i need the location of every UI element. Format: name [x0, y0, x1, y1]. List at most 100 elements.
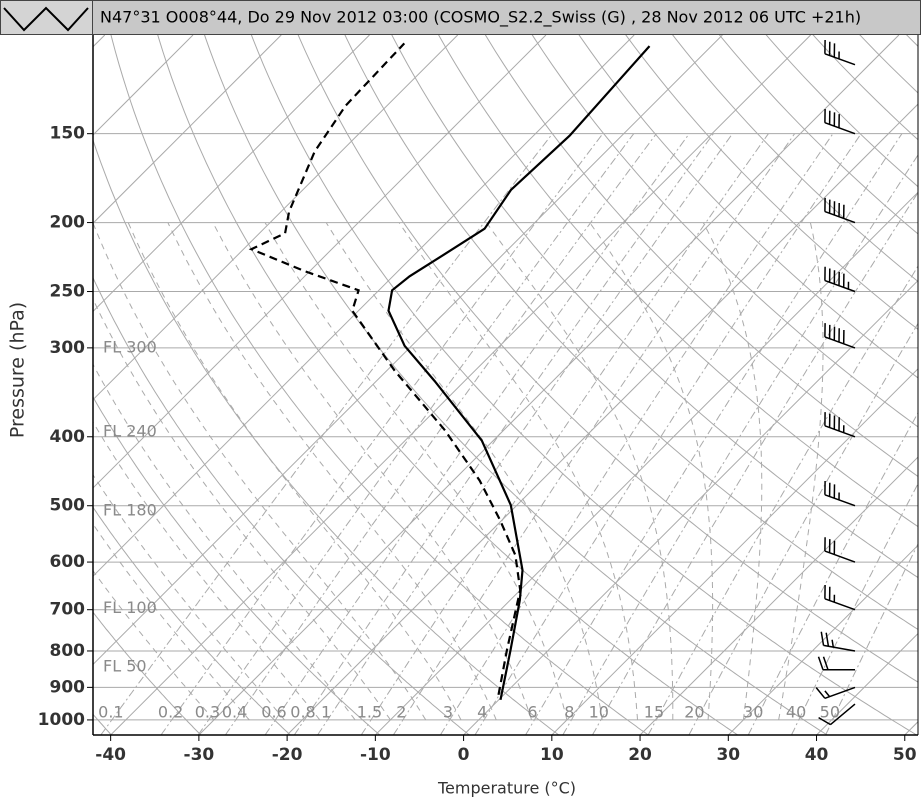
moist-adiabat: [325, 222, 603, 720]
moist-adiabat: [167, 222, 497, 721]
dry-adiabat: [157, 35, 738, 735]
moist-adiabat: [93, 421, 321, 721]
mixing-ratio-line: [160, 133, 604, 735]
dry-adiabat: [250, 35, 917, 735]
dry-adiabat: [110, 35, 649, 735]
x-axis-label: Temperature (°C): [437, 779, 576, 798]
isotherm: [93, 35, 723, 666]
moist-adiabat: [93, 569, 215, 721]
dry-adiabat: [391, 35, 918, 579]
isotherm: [816, 632, 918, 735]
mixing-ratio-line: [317, 133, 733, 735]
dry-adiabat: [93, 506, 291, 735]
dry-adiabat: [344, 35, 918, 631]
dry-adiabat: [718, 35, 918, 235]
mixing-ratio-label: 4: [477, 703, 487, 722]
isotherm: [93, 35, 547, 489]
y-axis-label: Pressure (hPa): [7, 302, 29, 438]
moist-adiabat: [93, 523, 250, 721]
menu-button[interactable]: [0, 0, 93, 35]
moist-adiabat: [702, 222, 763, 720]
isotherm: [374, 191, 918, 735]
dry-adiabat: [484, 35, 918, 478]
wind-barb: [818, 703, 856, 726]
x-tick-label: -10: [360, 745, 391, 765]
isotherm: [286, 103, 918, 735]
isotherm: [198, 35, 900, 735]
wind-barb: [820, 631, 856, 652]
moist-adiabat: [93, 222, 427, 721]
flight-level-label: FL 100: [103, 598, 157, 617]
x-tick-label: -40: [95, 745, 126, 765]
dry-adiabat: [625, 35, 918, 331]
mixing-ratio-line: [825, 542, 918, 735]
x-tick-label: 0: [458, 745, 470, 765]
wind-barb: [824, 266, 856, 293]
mixing-ratio-line: [197, 133, 635, 735]
isotherm: [463, 279, 918, 735]
temperature-line: [387, 45, 651, 701]
dry-adiabat: [812, 35, 918, 141]
wind-barb: [824, 480, 856, 507]
moist-adiabat: [398, 222, 638, 720]
wind-barb: [824, 197, 856, 224]
isotherm: [93, 35, 635, 577]
mixing-ratio-line: [647, 265, 918, 735]
x-tick-label: -30: [184, 745, 215, 765]
mixing-ratio-line: [224, 133, 657, 735]
x-tick-label: 20: [628, 745, 652, 765]
moist-adiabat: [93, 473, 285, 721]
wind-barb: [824, 39, 856, 66]
y-tick-label: 250: [50, 282, 86, 302]
mixing-ratio-line: [360, 133, 769, 735]
isotherm: [904, 721, 918, 735]
wind-barb: [817, 656, 855, 671]
mixing-ratio-label: 20: [684, 703, 704, 722]
isotherm: [639, 456, 918, 735]
wind-barb: [824, 537, 856, 563]
dry-adiabat: [297, 35, 918, 683]
header-bar: [0, 0, 921, 35]
mixing-ratio-line: [264, 133, 690, 735]
y-tick-label: 500: [50, 496, 86, 516]
mixing-ratio-line: [439, 133, 834, 735]
mixing-ratio-label: 0.4: [222, 703, 247, 722]
y-tick-label: 150: [50, 124, 86, 144]
dry-adiabat: [93, 396, 381, 735]
y-tick-label: 600: [50, 552, 86, 572]
moist-adiabat: [93, 363, 356, 721]
mixing-ratio-label: 0.3: [195, 703, 220, 722]
flight-level-label: FL 300: [103, 337, 157, 356]
moist-adiabat: [212, 222, 533, 721]
isotherm: [93, 35, 194, 136]
dewpoint-line: [248, 42, 522, 696]
moist-adiabat: [264, 222, 568, 721]
mixing-ratio-line: [100, 133, 553, 735]
isotherm: [727, 544, 918, 735]
dry-adiabat: [578, 35, 918, 379]
header: N47°31 O008°44, Do 29 Nov 2012 03:00 (CO…: [0, 0, 921, 35]
isotherm: [93, 35, 282, 224]
dry-adiabat: [93, 276, 470, 735]
mixing-ratio-label: 0.6: [261, 703, 286, 722]
mixing-ratio-label: 0.1: [98, 703, 123, 722]
mixing-ratio-line: [592, 191, 918, 735]
y-tick-label: 1000: [38, 710, 85, 730]
isotherm: [551, 368, 918, 735]
x-tick-label: 30: [716, 745, 740, 765]
mixing-ratio-label: 10: [589, 703, 609, 722]
mixing-ratio-label: 15: [644, 703, 664, 722]
dry-adiabat: [93, 138, 560, 735]
y-tick-label: 800: [50, 641, 86, 661]
mixing-ratio-line: [747, 411, 918, 735]
moist-adiabat: [93, 298, 391, 721]
dry-adiabat: [438, 35, 918, 528]
dry-adiabat: [93, 611, 202, 735]
mixing-ratio-label: 1.5: [357, 703, 382, 722]
y-tick-label: 900: [50, 677, 86, 697]
mixing-ratio-label: 0.2: [158, 703, 183, 722]
dry-adiabat: [204, 35, 828, 735]
axes: Pressure (hPa) Temperature (°C) -40 -30 -2…: [7, 7, 919, 798]
moist-adiabat: [589, 222, 714, 720]
